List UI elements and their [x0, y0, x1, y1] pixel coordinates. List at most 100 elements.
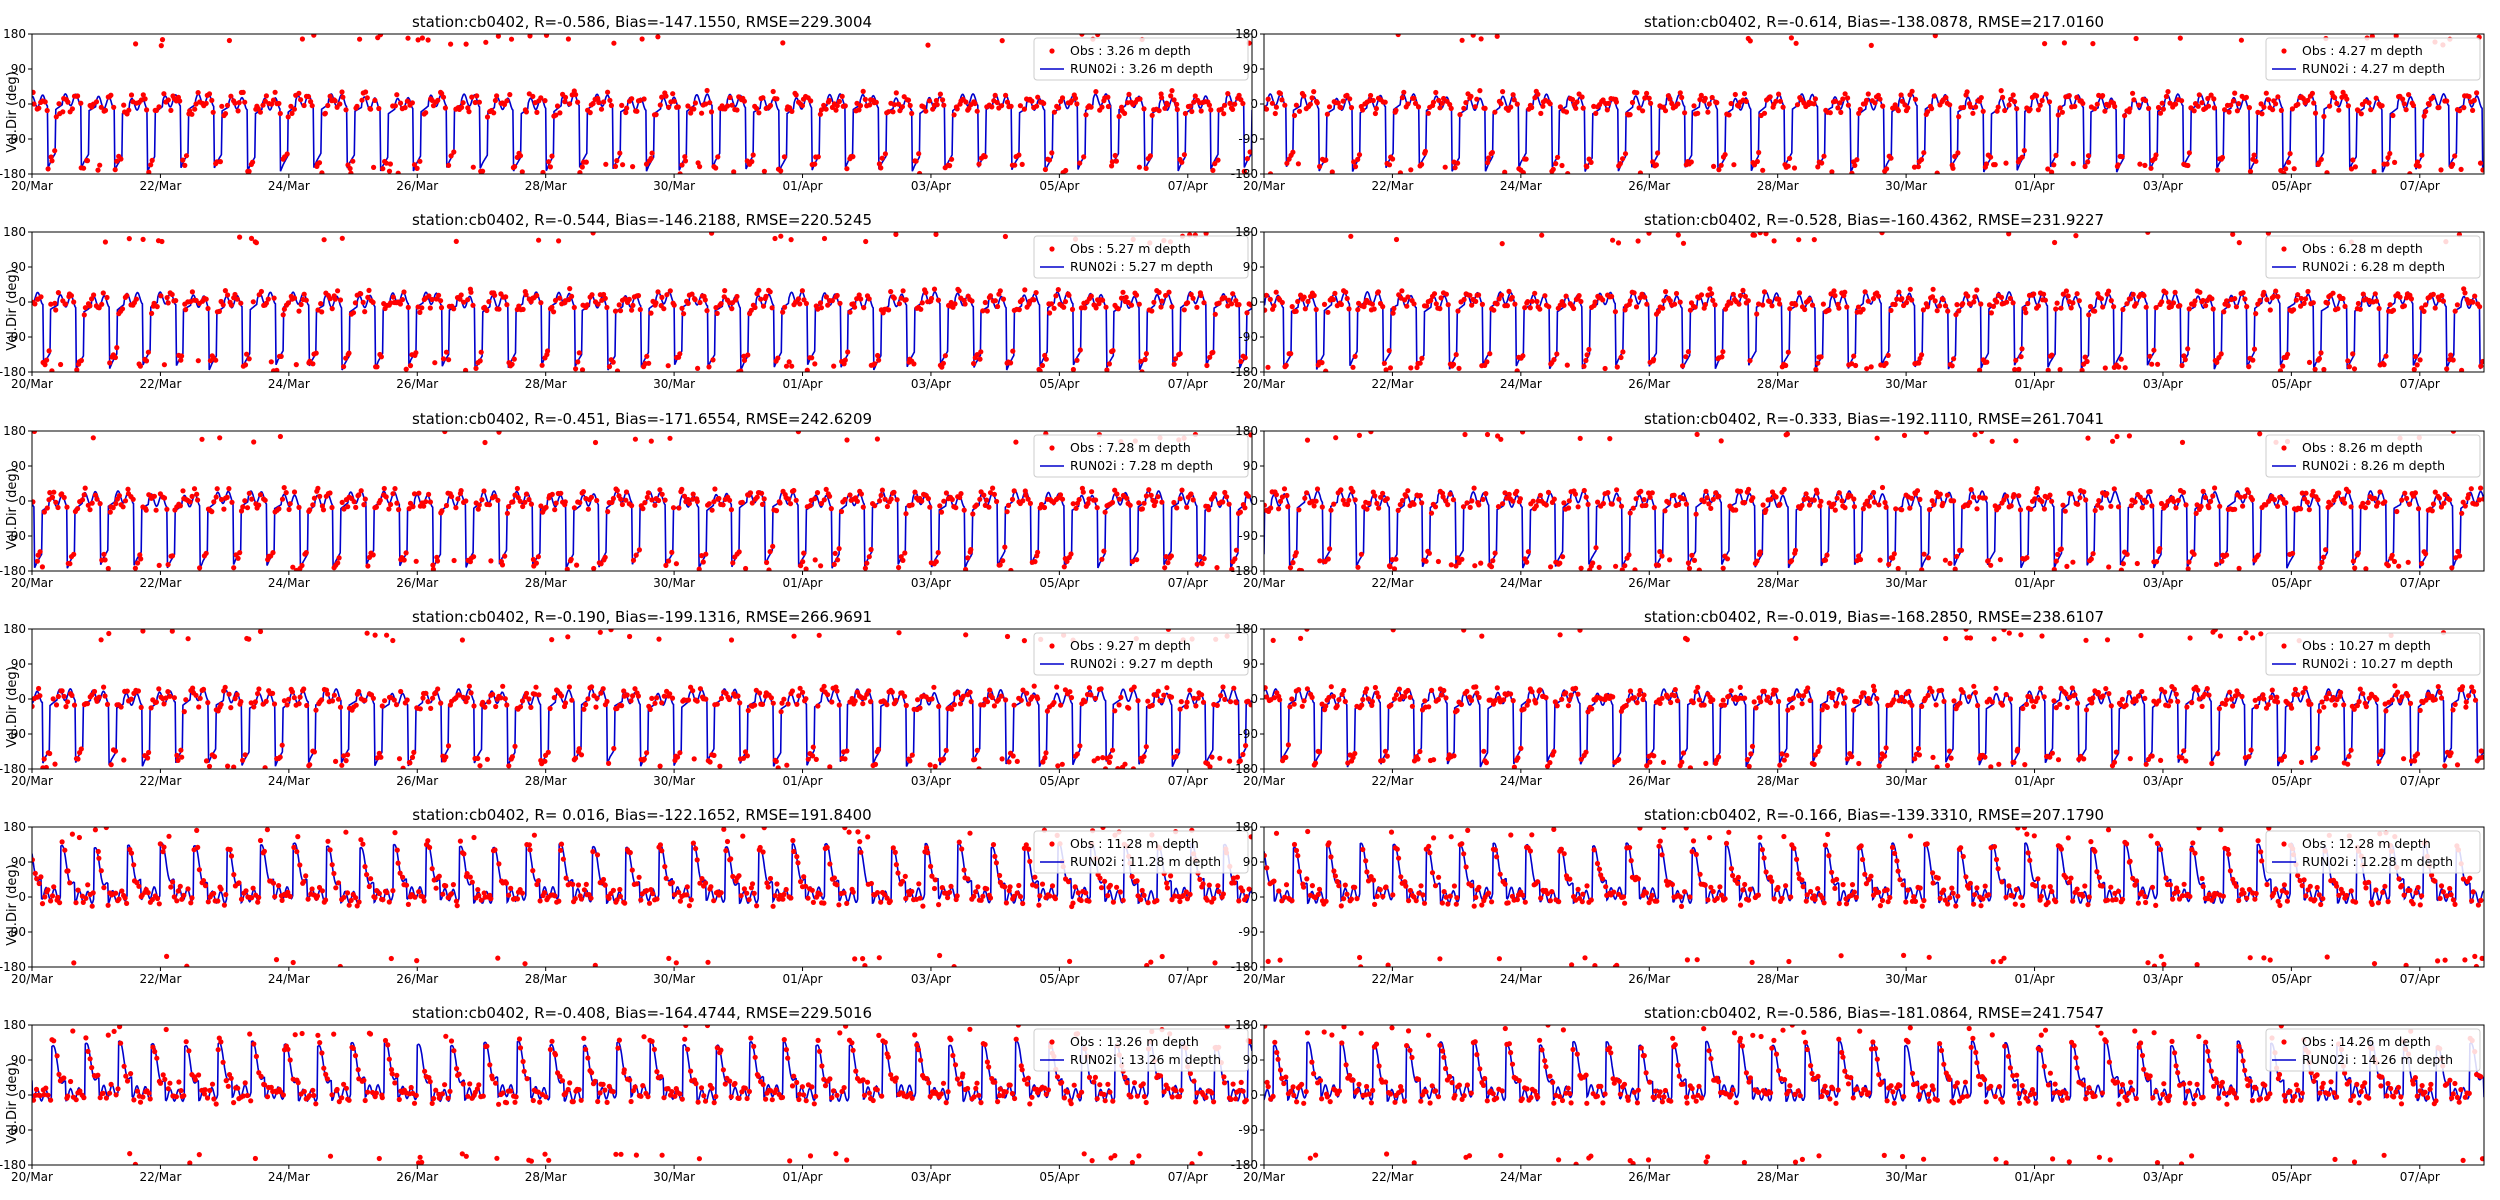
subplot-title: station:cb0402, R=-0.528, Bias=-160.4362…	[1644, 211, 2104, 229]
y-tick-label: -180	[0, 167, 26, 181]
x-tick-label: 30/Mar	[1885, 576, 1927, 590]
y-tick-label: -180	[1231, 762, 1258, 776]
x-tick-label: 05/Apr	[2271, 1170, 2311, 1184]
x-tick-label: 26/Mar	[396, 972, 438, 986]
x-tick-label: 24/Mar	[1500, 1170, 1542, 1184]
x-tick-label: 26/Mar	[1628, 377, 1670, 391]
x-tick-label: 01/Apr	[782, 377, 822, 391]
y-tick-label: -90	[1238, 1123, 1258, 1137]
x-tick-label: 07/Apr	[1168, 377, 1208, 391]
x-tick-label: 30/Mar	[1885, 179, 1927, 193]
x-tick-label: 05/Apr	[1039, 972, 1079, 986]
x-tick-label: 24/Mar	[1500, 576, 1542, 590]
plot-frame	[1263, 430, 2485, 572]
x-tick-label: 24/Mar	[268, 179, 310, 193]
x-tick-label: 05/Apr	[2271, 576, 2311, 590]
y-tick-label: 90	[1243, 459, 1258, 473]
y-tick-label: -180	[1231, 564, 1258, 578]
obs-series-points	[32, 629, 1252, 769]
y-tick-label: -180	[0, 365, 26, 379]
y-axis-label: Vel.Dir (deg)	[5, 1062, 20, 1143]
y-axis-label: Vel.Dir (deg)	[5, 666, 20, 747]
x-tick-label: 20/Mar	[11, 1170, 53, 1184]
legend: Obs : 10.27 m depth RUN02i : 10.27 m dept…	[2265, 632, 2481, 676]
x-tick-label: 22/Mar	[139, 972, 181, 986]
subplot-title: station:cb0402, R=-0.586, Bias=-181.0864…	[1644, 1004, 2104, 1022]
y-tick-label: -180	[1231, 1158, 1258, 1172]
legend-model-label: RUN02i : 8.26 m depth	[2302, 458, 2445, 473]
subplot-1: station:cb0402, R=-0.586, Bias=-147.1550…	[0, 13, 1253, 193]
subplot-4: station:cb0402, R=-0.528, Bias=-160.4362…	[1231, 211, 2485, 391]
x-tick-label: 30/Mar	[1885, 1170, 1927, 1184]
subplot-9: station:cb0402, R= 0.016, Bias=-122.1652…	[0, 806, 1253, 986]
x-tick-label: 01/Apr	[2014, 774, 2054, 788]
x-tick-label: 03/Apr	[911, 377, 951, 391]
subplot-11: station:cb0402, R=-0.408, Bias=-164.4744…	[0, 1004, 1253, 1184]
x-tick-label: 28/Mar	[1757, 377, 1799, 391]
x-tick-label: 03/Apr	[2143, 576, 2183, 590]
x-tick-label: 30/Mar	[653, 1170, 695, 1184]
x-tick-label: 28/Mar	[525, 179, 567, 193]
x-tick-label: 26/Mar	[1628, 774, 1670, 788]
subplot-title: station:cb0402, R= 0.016, Bias=-122.1652…	[412, 806, 871, 824]
plot-frame	[31, 628, 1253, 770]
y-tick-label: 180	[1235, 622, 1258, 636]
x-tick-label: 07/Apr	[2400, 576, 2440, 590]
x-tick-label: 28/Mar	[525, 576, 567, 590]
y-tick-label: 180	[3, 1018, 26, 1032]
plot-frame	[31, 231, 1253, 373]
subplot-10: station:cb0402, R=-0.166, Bias=-139.3310…	[1231, 806, 2485, 986]
obs-series-points	[32, 431, 1252, 571]
x-tick-label: 22/Mar	[1371, 377, 1413, 391]
x-tick-label: 26/Mar	[1628, 972, 1670, 986]
legend-model-label: RUN02i : 6.28 m depth	[2302, 259, 2445, 274]
y-axis-label: Vel.Dir (deg)	[5, 864, 20, 945]
x-tick-label: 20/Mar	[11, 972, 53, 986]
subplot-title: station:cb0402, R=-0.451, Bias=-171.6554…	[412, 410, 872, 428]
y-tick-label: -180	[1231, 365, 1258, 379]
x-tick-label: 24/Mar	[1500, 179, 1542, 193]
x-tick-label: 26/Mar	[1628, 179, 1670, 193]
x-tick-label: 26/Mar	[396, 576, 438, 590]
y-tick-label: 0	[18, 295, 26, 309]
y-axis-label: Vel.Dir (deg)	[5, 468, 20, 549]
x-tick-label: 20/Mar	[1243, 972, 1285, 986]
x-tick-label: 03/Apr	[2143, 1170, 2183, 1184]
legend-model-label: RUN02i : 4.27 m depth	[2302, 61, 2445, 76]
y-tick-label: 0	[18, 890, 26, 904]
plot-frame	[31, 430, 1253, 572]
legend: Obs : 11.28 m depth RUN02i : 11.28 m dept…	[1033, 830, 1249, 874]
subplot-3: station:cb0402, R=-0.544, Bias=-146.2188…	[0, 211, 1253, 391]
x-tick-label: 03/Apr	[911, 1170, 951, 1184]
x-tick-label: 26/Mar	[396, 774, 438, 788]
x-tick-label: 05/Apr	[2271, 972, 2311, 986]
legend-obs-marker	[2281, 246, 2287, 252]
legend-obs-marker	[1049, 643, 1055, 649]
x-tick-label: 24/Mar	[268, 774, 310, 788]
subplot-title: station:cb0402, R=-0.544, Bias=-146.2188…	[412, 211, 872, 229]
subplot-title: station:cb0402, R=-0.586, Bias=-147.1550…	[412, 13, 872, 31]
y-tick-label: 180	[1235, 225, 1258, 239]
legend: Obs : 12.28 m depth RUN02i : 12.28 m dept…	[2265, 830, 2481, 874]
x-tick-label: 01/Apr	[782, 1170, 822, 1184]
x-tick-label: 05/Apr	[1039, 576, 1079, 590]
x-tick-label: 20/Mar	[11, 576, 53, 590]
x-tick-label: 05/Apr	[2271, 377, 2311, 391]
x-tick-label: 22/Mar	[1371, 576, 1413, 590]
subplot-title: station:cb0402, R=-0.614, Bias=-138.0878…	[1644, 13, 2104, 31]
legend-obs-marker	[2281, 48, 2287, 54]
obs-series-points	[1264, 34, 2484, 174]
x-tick-label: 05/Apr	[2271, 774, 2311, 788]
y-tick-label: 0	[1250, 692, 1258, 706]
legend-model-label: RUN02i : 13.26 m depth	[1070, 1052, 1221, 1067]
x-tick-label: 28/Mar	[1757, 1170, 1799, 1184]
y-tick-label: 90	[11, 657, 26, 671]
legend-obs-marker	[1049, 246, 1055, 252]
x-tick-label: 22/Mar	[139, 1170, 181, 1184]
legend-obs-marker	[2281, 1039, 2287, 1045]
x-tick-label: 30/Mar	[653, 774, 695, 788]
legend-model-label: RUN02i : 10.27 m depth	[2302, 656, 2453, 671]
x-tick-label: 07/Apr	[1168, 774, 1208, 788]
y-tick-label: 90	[1243, 1053, 1258, 1067]
y-tick-label: 0	[18, 692, 26, 706]
